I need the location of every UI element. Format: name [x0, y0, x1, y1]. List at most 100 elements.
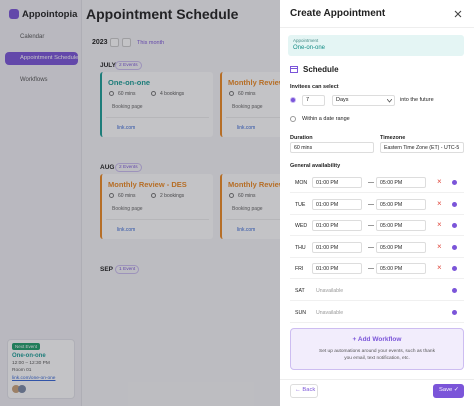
nav-item[interactable]: Calendar — [20, 34, 45, 40]
duration: 60 mins — [118, 91, 136, 97]
workflow-title[interactable]: + Add Workflow — [290, 336, 464, 343]
arrow — [368, 182, 374, 183]
count-input[interactable] — [302, 95, 325, 106]
add-button[interactable] — [452, 266, 457, 272]
suffix: into the future — [400, 97, 434, 103]
add-button[interactable] — [452, 244, 457, 250]
end-time: 05:00 PM — [380, 201, 403, 208]
count: 7 — [306, 97, 310, 103]
close-button[interactable] — [454, 10, 462, 18]
day-label: THU — [295, 244, 306, 251]
radio-selected[interactable] — [290, 97, 296, 103]
save-text: Save — [439, 387, 453, 393]
duration: 60 mins — [238, 91, 256, 97]
day-label: MON — [295, 180, 308, 186]
end-input[interactable] — [376, 177, 426, 188]
people-icon — [151, 91, 156, 96]
event-count: 2 Events — [115, 163, 142, 172]
period[interactable]: This month — [137, 40, 165, 46]
start-input[interactable] — [312, 220, 362, 232]
prev-button[interactable] — [110, 38, 119, 47]
add-button[interactable] — [452, 288, 457, 293]
people-icon — [151, 193, 156, 198]
range-option: Within a date range — [302, 116, 350, 122]
row-divider — [290, 213, 464, 215]
next-button[interactable] — [122, 38, 131, 47]
page-title: Appointment Schedule — [86, 6, 239, 22]
card-divider — [106, 219, 209, 220]
arrow — [368, 246, 374, 248]
event-card[interactable] — [100, 72, 213, 137]
divider — [280, 379, 474, 380]
row-divider — [290, 300, 464, 301]
nav-item[interactable]: Workflows — [20, 77, 48, 83]
remove-button[interactable]: × — [437, 198, 442, 208]
save-button[interactable] — [433, 384, 464, 398]
nav-item[interactable]: Appointment Schedule — [20, 55, 79, 61]
label: Timezone — [380, 135, 406, 141]
end-input[interactable] — [376, 198, 426, 210]
end-time: 05:00 PM — [380, 180, 403, 186]
start-input[interactable] — [312, 263, 362, 275]
booking-page[interactable]: Booking page — [232, 104, 263, 110]
start-input[interactable] — [312, 177, 362, 188]
back-button[interactable] — [290, 384, 318, 398]
remove-button[interactable]: × — [437, 220, 442, 230]
row-divider — [290, 192, 464, 193]
add-button[interactable] — [452, 223, 457, 229]
add-button[interactable] — [452, 201, 457, 207]
clock-icon — [229, 91, 234, 96]
duration: 60 mins — [294, 144, 313, 151]
remove-button[interactable]: × — [437, 241, 442, 251]
start-time: 01:00 PM — [316, 244, 339, 251]
arrow — [368, 225, 374, 227]
start-input[interactable] — [312, 241, 362, 253]
clock-icon — [229, 193, 234, 198]
unit: Days — [336, 97, 349, 103]
unit-select[interactable] — [332, 95, 395, 106]
end-input[interactable] — [376, 220, 426, 232]
add-button[interactable] — [452, 309, 457, 315]
overlay[interactable] — [0, 0, 280, 406]
start-time: 01:00 PM — [316, 180, 339, 186]
booking-page[interactable]: Booking page — [112, 206, 143, 212]
panel-title: Create Appointment — [290, 8, 386, 19]
card-link[interactable]: link.com — [117, 227, 136, 233]
event-link[interactable]: link.com/one-on-one — [12, 376, 56, 381]
start-input[interactable] — [312, 198, 362, 210]
row-divider — [290, 256, 464, 258]
end-input[interactable] — [376, 263, 426, 275]
end-time: 05:00 PM — [380, 244, 403, 251]
add-button[interactable] — [452, 180, 457, 185]
remove-button[interactable]: × — [437, 177, 442, 186]
event-card[interactable] — [100, 174, 213, 239]
day-label: SUN — [295, 309, 306, 316]
chevron — [387, 99, 392, 103]
end-time: 05:00 PM — [380, 223, 403, 230]
appointment-field[interactable] — [288, 35, 464, 56]
duration: 60 mins — [238, 193, 256, 199]
booking-page[interactable]: Booking page — [232, 206, 263, 212]
avatar — [18, 385, 26, 393]
end-time: 05:00 PM — [380, 266, 403, 273]
nav-active[interactable] — [5, 52, 78, 65]
end-input[interactable] — [376, 241, 426, 253]
year: 2023 — [92, 39, 108, 46]
booking-page[interactable]: Booking page — [112, 104, 143, 110]
schedule-icon — [290, 66, 298, 73]
card-link[interactable]: link.com — [117, 125, 136, 131]
divider — [280, 27, 474, 28]
arrow — [368, 203, 374, 205]
radio[interactable] — [290, 116, 296, 122]
workflow-box[interactable] — [290, 328, 464, 370]
duration-select[interactable] — [290, 142, 374, 153]
card-title: Monthly Review - DES — [108, 180, 187, 189]
clock-icon — [109, 91, 114, 96]
card-link[interactable]: link.com — [237, 125, 256, 131]
remove-button[interactable]: × — [437, 263, 442, 273]
timezone-select[interactable] — [380, 142, 464, 153]
plus: + — [352, 336, 358, 343]
event-room: Room 01 — [12, 368, 32, 373]
card-link[interactable]: link.com — [237, 227, 256, 233]
